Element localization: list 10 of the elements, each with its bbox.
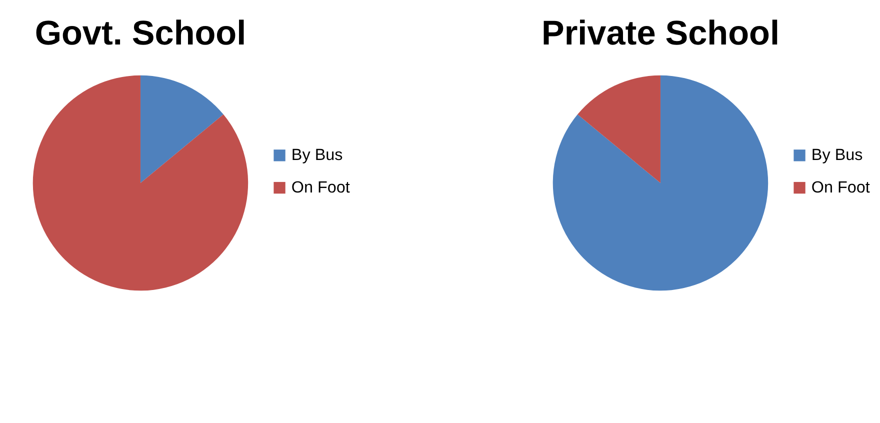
chart-title: Govt. School xyxy=(34,14,246,52)
pie-slice xyxy=(140,75,224,184)
pie-slice xyxy=(552,75,768,290)
legend-label: On Foot xyxy=(291,178,350,197)
pie-slice xyxy=(578,75,660,184)
chart-title: Private School xyxy=(541,14,780,52)
legend-label: By Bus xyxy=(291,146,343,164)
legend-label: By Bus xyxy=(811,146,863,164)
pie-slice xyxy=(32,75,248,290)
legend-label: On Foot xyxy=(811,178,870,197)
